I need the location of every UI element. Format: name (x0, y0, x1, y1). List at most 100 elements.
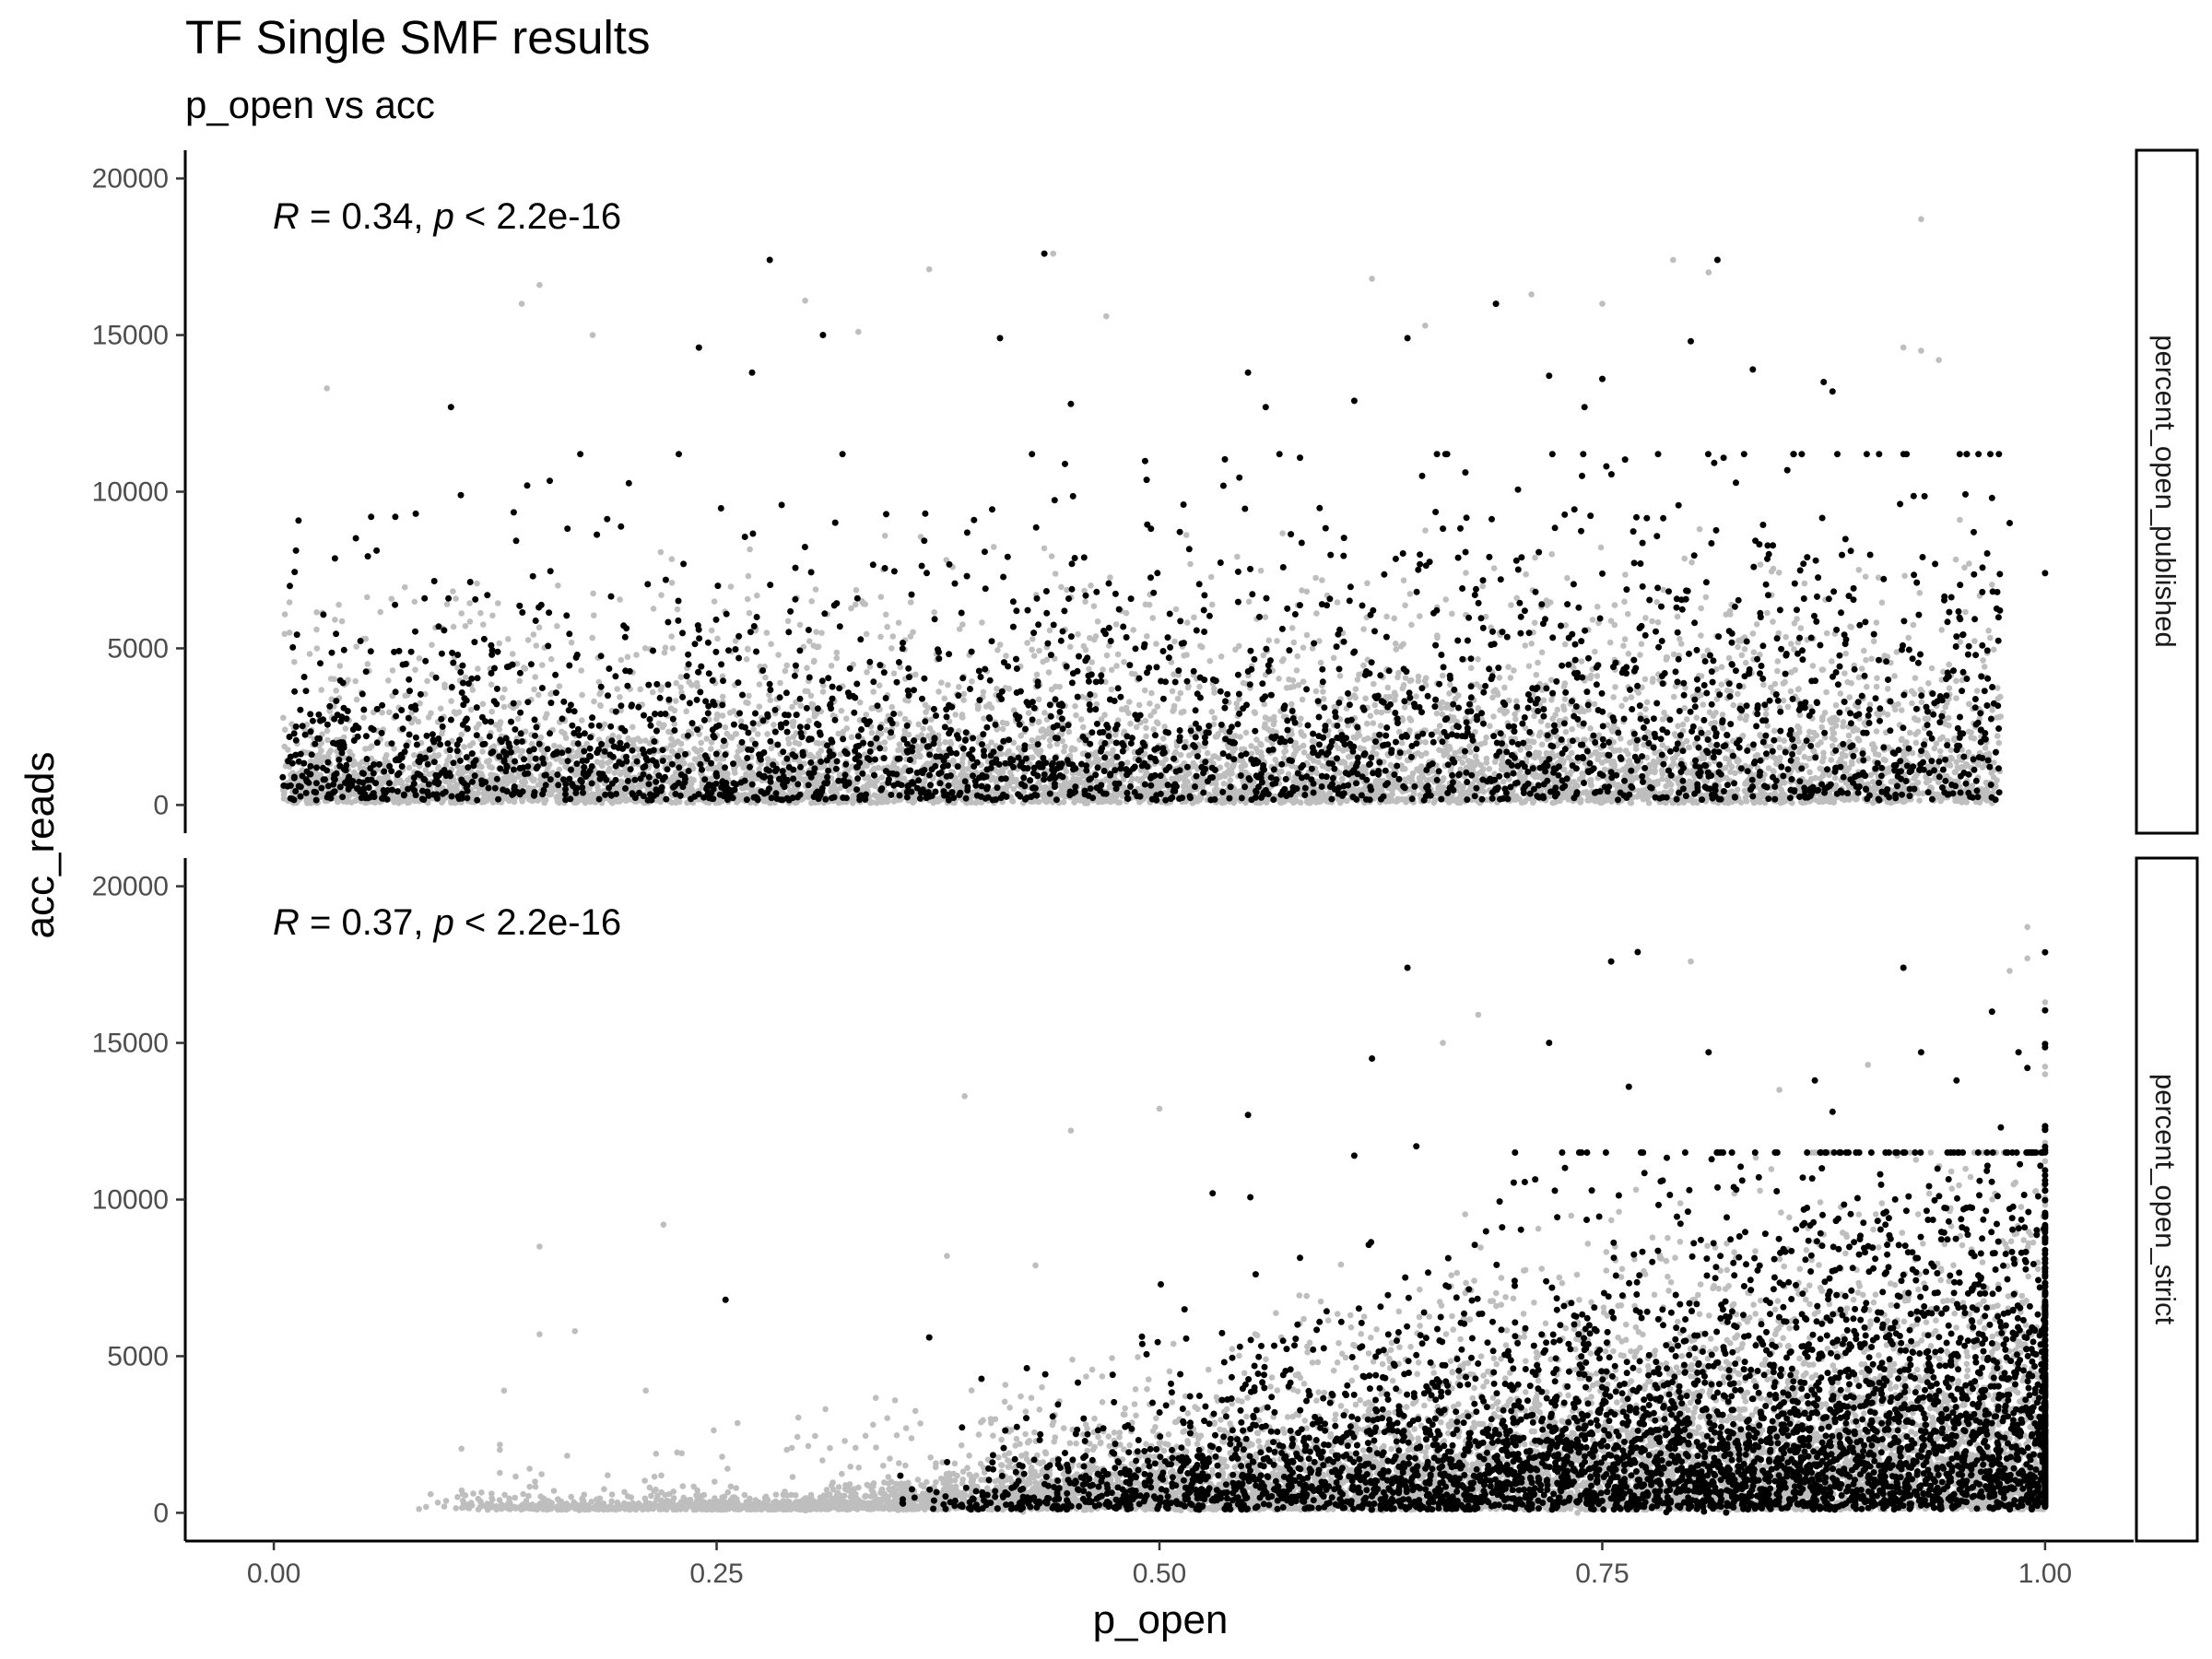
data-point (674, 606, 681, 613)
data-point (530, 631, 537, 638)
data-point (1055, 791, 1063, 797)
data-point (1208, 601, 1216, 608)
data-point (1535, 659, 1541, 666)
data-point (1688, 770, 1695, 776)
data-point (1631, 774, 1639, 782)
data-point (1421, 677, 1429, 685)
data-point (1352, 686, 1359, 692)
data-point (594, 787, 602, 794)
data-point (790, 718, 797, 725)
data-point (589, 634, 595, 641)
data-point (1990, 646, 1997, 653)
data-point (1945, 714, 1952, 722)
data-point (1182, 738, 1189, 746)
data-point (767, 697, 774, 703)
data-point (1511, 667, 1517, 674)
data-point (1861, 647, 1867, 654)
data-point (1727, 769, 1734, 775)
data-point (1206, 657, 1214, 665)
data-point (1821, 710, 1829, 716)
data-point (462, 623, 469, 629)
data-point (746, 692, 752, 700)
data-point (1712, 709, 1719, 716)
data-point (466, 742, 474, 749)
data-point (989, 775, 995, 782)
data-point (783, 662, 790, 669)
data-point (1351, 692, 1358, 699)
data-point (1377, 723, 1384, 729)
point-layer (279, 216, 2049, 806)
data-point (804, 688, 811, 695)
data-point (1442, 596, 1449, 603)
data-point (1667, 787, 1675, 794)
data-point (1905, 634, 1912, 641)
data-point (1220, 781, 1228, 787)
data-point (1812, 796, 1819, 804)
data-point (1549, 799, 1557, 806)
data-point (1850, 727, 1856, 735)
data-point (959, 756, 966, 762)
data-point (1094, 618, 1101, 625)
data-point (1946, 685, 1953, 691)
data-point (1262, 614, 1269, 620)
data-point (1394, 797, 1401, 804)
data-point (1248, 750, 1255, 757)
data-point (524, 637, 532, 643)
data-point (1153, 641, 1159, 647)
data-point (1874, 675, 1880, 681)
data-point (1124, 759, 1131, 766)
data-point (1114, 651, 1122, 658)
data-point (1696, 525, 1703, 533)
data-point (1434, 634, 1441, 641)
data-point (1533, 671, 1540, 678)
data-point (1791, 620, 1798, 627)
data-point (662, 644, 669, 651)
data-point (555, 582, 561, 589)
data-point (1288, 700, 1295, 708)
data-point (1987, 634, 1994, 641)
data-point (500, 694, 506, 701)
data-point (1916, 797, 1923, 804)
data-point (1873, 683, 1880, 690)
data-point (1820, 754, 1827, 761)
data-point (1450, 714, 1457, 721)
data-point (1336, 673, 1344, 679)
data-point (1406, 591, 1414, 597)
data-point (1204, 749, 1211, 757)
data-point (813, 739, 820, 747)
data-point (848, 734, 855, 741)
data-point (1980, 657, 1986, 664)
data-point (1062, 743, 1068, 750)
data-point (1334, 599, 1341, 606)
data-point (988, 704, 995, 712)
data-point (1594, 604, 1601, 610)
data-point (1606, 639, 1614, 646)
data-point (462, 674, 469, 681)
data-point (1952, 556, 1959, 563)
data-point (331, 676, 338, 683)
data-point (1909, 688, 1915, 695)
data-point (1400, 577, 1407, 583)
data-point (479, 700, 487, 708)
data-point (1718, 664, 1725, 670)
data-point (1378, 709, 1385, 716)
data-point (507, 777, 513, 784)
data-point (1670, 693, 1677, 700)
data-point (1870, 638, 1877, 645)
data-point (554, 623, 560, 629)
data-point (649, 688, 656, 696)
data-point (441, 681, 448, 688)
data-point (324, 736, 331, 744)
data-point (1086, 665, 1092, 673)
data-point (1299, 587, 1305, 594)
data-point (1312, 797, 1319, 805)
data-point (1853, 795, 1860, 803)
data-point (1397, 643, 1405, 650)
data-point (1938, 627, 1945, 633)
data-point (1677, 641, 1685, 647)
data-point (1112, 621, 1120, 628)
data-point (945, 681, 951, 688)
data-point (1433, 710, 1441, 717)
data-point (1320, 696, 1327, 702)
data-point (1123, 706, 1130, 713)
